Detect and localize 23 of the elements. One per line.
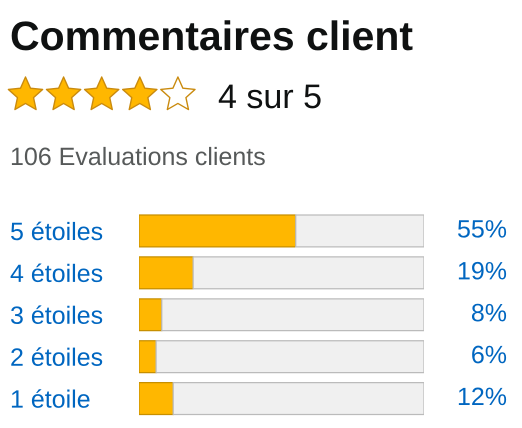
- y-tick-label: 5 étoiles: [11, 222, 102, 240]
- data-label: 55%: [458, 220, 506, 238]
- bar: [161, 298, 424, 332]
- data-label: 6%: [472, 346, 506, 364]
- y-tick-label: 2 étoiles: [11, 347, 102, 366]
- bar: [139, 214, 296, 248]
- bar: [139, 298, 162, 332]
- bar: [139, 340, 157, 374]
- text: 106 Evaluations clients: [12, 146, 265, 166]
- y-tick-label: 1 étoile: [12, 389, 90, 408]
- data-label: 12%: [458, 388, 506, 406]
- bar: [192, 256, 424, 290]
- text: 4 sur 5: [218, 84, 321, 108]
- data-label: 8%: [472, 304, 506, 322]
- y-tick-label: 3 étoiles: [10, 305, 102, 324]
- data-label: 19%: [458, 262, 506, 280]
- bar: [139, 256, 194, 290]
- bar: [155, 340, 424, 374]
- y-tick-label: 4 étoiles: [10, 264, 102, 282]
- bar: [172, 382, 424, 416]
- bar: [295, 214, 424, 248]
- bar: [139, 382, 174, 416]
- chart-title: Commentaires client: [12, 20, 413, 50]
